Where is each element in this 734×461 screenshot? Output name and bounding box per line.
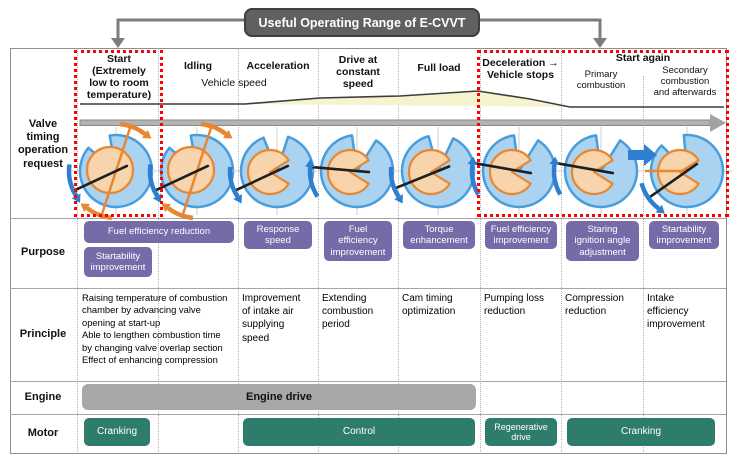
purpose-badge-torque-enhancement: Torque enhancement xyxy=(403,221,475,249)
column-divider xyxy=(398,48,399,452)
header-start-again: Start again xyxy=(615,52,671,64)
row-divider xyxy=(10,288,726,289)
row-divider xyxy=(10,381,726,382)
principle-cell-drive-constant: Extending combustion period xyxy=(322,293,374,331)
column-divider xyxy=(238,48,239,452)
red-dotted-box-start-again xyxy=(477,50,729,217)
principle-cell-primary-combustion: Compression reduction xyxy=(565,293,624,318)
principle-cell-secondary-combustion: Intake efficiency improvement xyxy=(647,293,705,331)
column-divider xyxy=(77,48,78,452)
row-divider xyxy=(10,218,726,219)
header-full-load: Full load xyxy=(417,62,461,74)
purpose-badge-staring-ignition-angle: Staring ignition angle adjustment xyxy=(566,221,639,261)
row-label-motor: Motor xyxy=(27,427,59,439)
purpose-badge-startability-improvement-start: Startability improvement xyxy=(84,247,152,277)
engine-drive-label: Engine drive xyxy=(245,391,313,403)
row-label-principle: Principle xyxy=(19,328,67,340)
engine-drive-bar: Engine drive xyxy=(82,384,476,410)
column-divider xyxy=(480,48,481,452)
title-banner-label: Useful Operating Range of E-CVVT xyxy=(258,15,466,30)
row-label-engine: Engine xyxy=(24,391,62,403)
row-label-valve-timing: Valve timing operation request xyxy=(17,118,69,170)
header-drive-constant: Drive at constant speed xyxy=(336,54,380,91)
motor-badge-control: Control xyxy=(243,418,475,446)
motor-badge-cranking-start: Cranking xyxy=(84,418,150,446)
motor-badge-regenerative-drive: Regenerative drive xyxy=(485,418,557,446)
row-label-purpose: Purpose xyxy=(20,246,65,258)
purpose-badge-fuel-efficiency-improvement-drive: Fuel efficiency improvement xyxy=(324,221,392,261)
vehicle-speed-label: Vehicle speed xyxy=(201,77,267,89)
header-idling: Idling xyxy=(184,60,212,72)
header-acceleration: Acceleration xyxy=(246,60,310,72)
column-divider xyxy=(158,48,159,452)
header-deceleration: Deceleration → Vehicle stops xyxy=(482,57,559,82)
purpose-badge-fuel-efficiency-improvement-decel: Fuel efficiency improvement xyxy=(485,221,557,249)
column-divider xyxy=(318,48,319,452)
purpose-badge-fuel-efficiency-reduction: Fuel efficiency reduction xyxy=(84,221,234,243)
purpose-badge-response-speed: Response speed xyxy=(244,221,312,249)
principle-cell-acceleration: Improvement of intake air supplying spee… xyxy=(242,293,301,344)
motor-badge-cranking-again: Cranking xyxy=(567,418,715,446)
row-divider xyxy=(10,414,726,415)
principle-cell-deceleration: Pumping loss reduction xyxy=(484,293,545,318)
purpose-badge-startability-improvement-secondary: Startability improvement xyxy=(649,221,719,249)
range-connector-left-arrow xyxy=(111,18,245,48)
header-primary-combustion: Primary combustion xyxy=(576,69,626,91)
principle-cell-full-load: Cam timing optimization xyxy=(402,293,456,318)
column-divider xyxy=(561,48,562,452)
title-banner: Useful Operating Range of E-CVVT xyxy=(244,8,480,37)
red-dotted-box-start xyxy=(74,50,163,217)
principle-cell-start-idling: Raising temperature of combustion chambe… xyxy=(82,292,228,366)
range-connector-right-arrow xyxy=(475,18,607,48)
column-divider xyxy=(643,76,644,452)
